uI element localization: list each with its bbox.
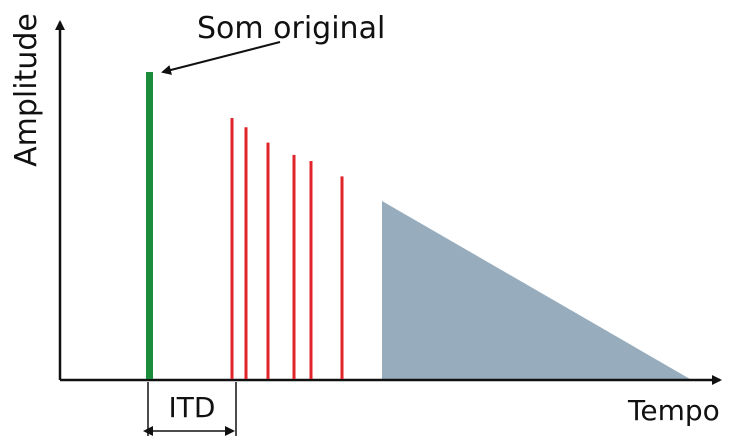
bars-group (146, 72, 344, 380)
reflection-bar (340, 176, 344, 379)
reflection-bar (309, 161, 313, 379)
reverb-tail-triangle (382, 200, 690, 379)
itd-label: ITD (169, 391, 216, 424)
reflection-bar (230, 118, 234, 380)
x-axis-label: Tempo (627, 394, 720, 427)
annotation-arrow (161, 41, 281, 75)
som-original-label: Som original (197, 11, 385, 46)
y-axis-label: Amplitude (9, 13, 44, 167)
reflection-bar (266, 142, 270, 379)
direct-sound-bar (146, 72, 153, 379)
reflection-bar (244, 127, 248, 379)
reflection-bar (292, 154, 296, 379)
